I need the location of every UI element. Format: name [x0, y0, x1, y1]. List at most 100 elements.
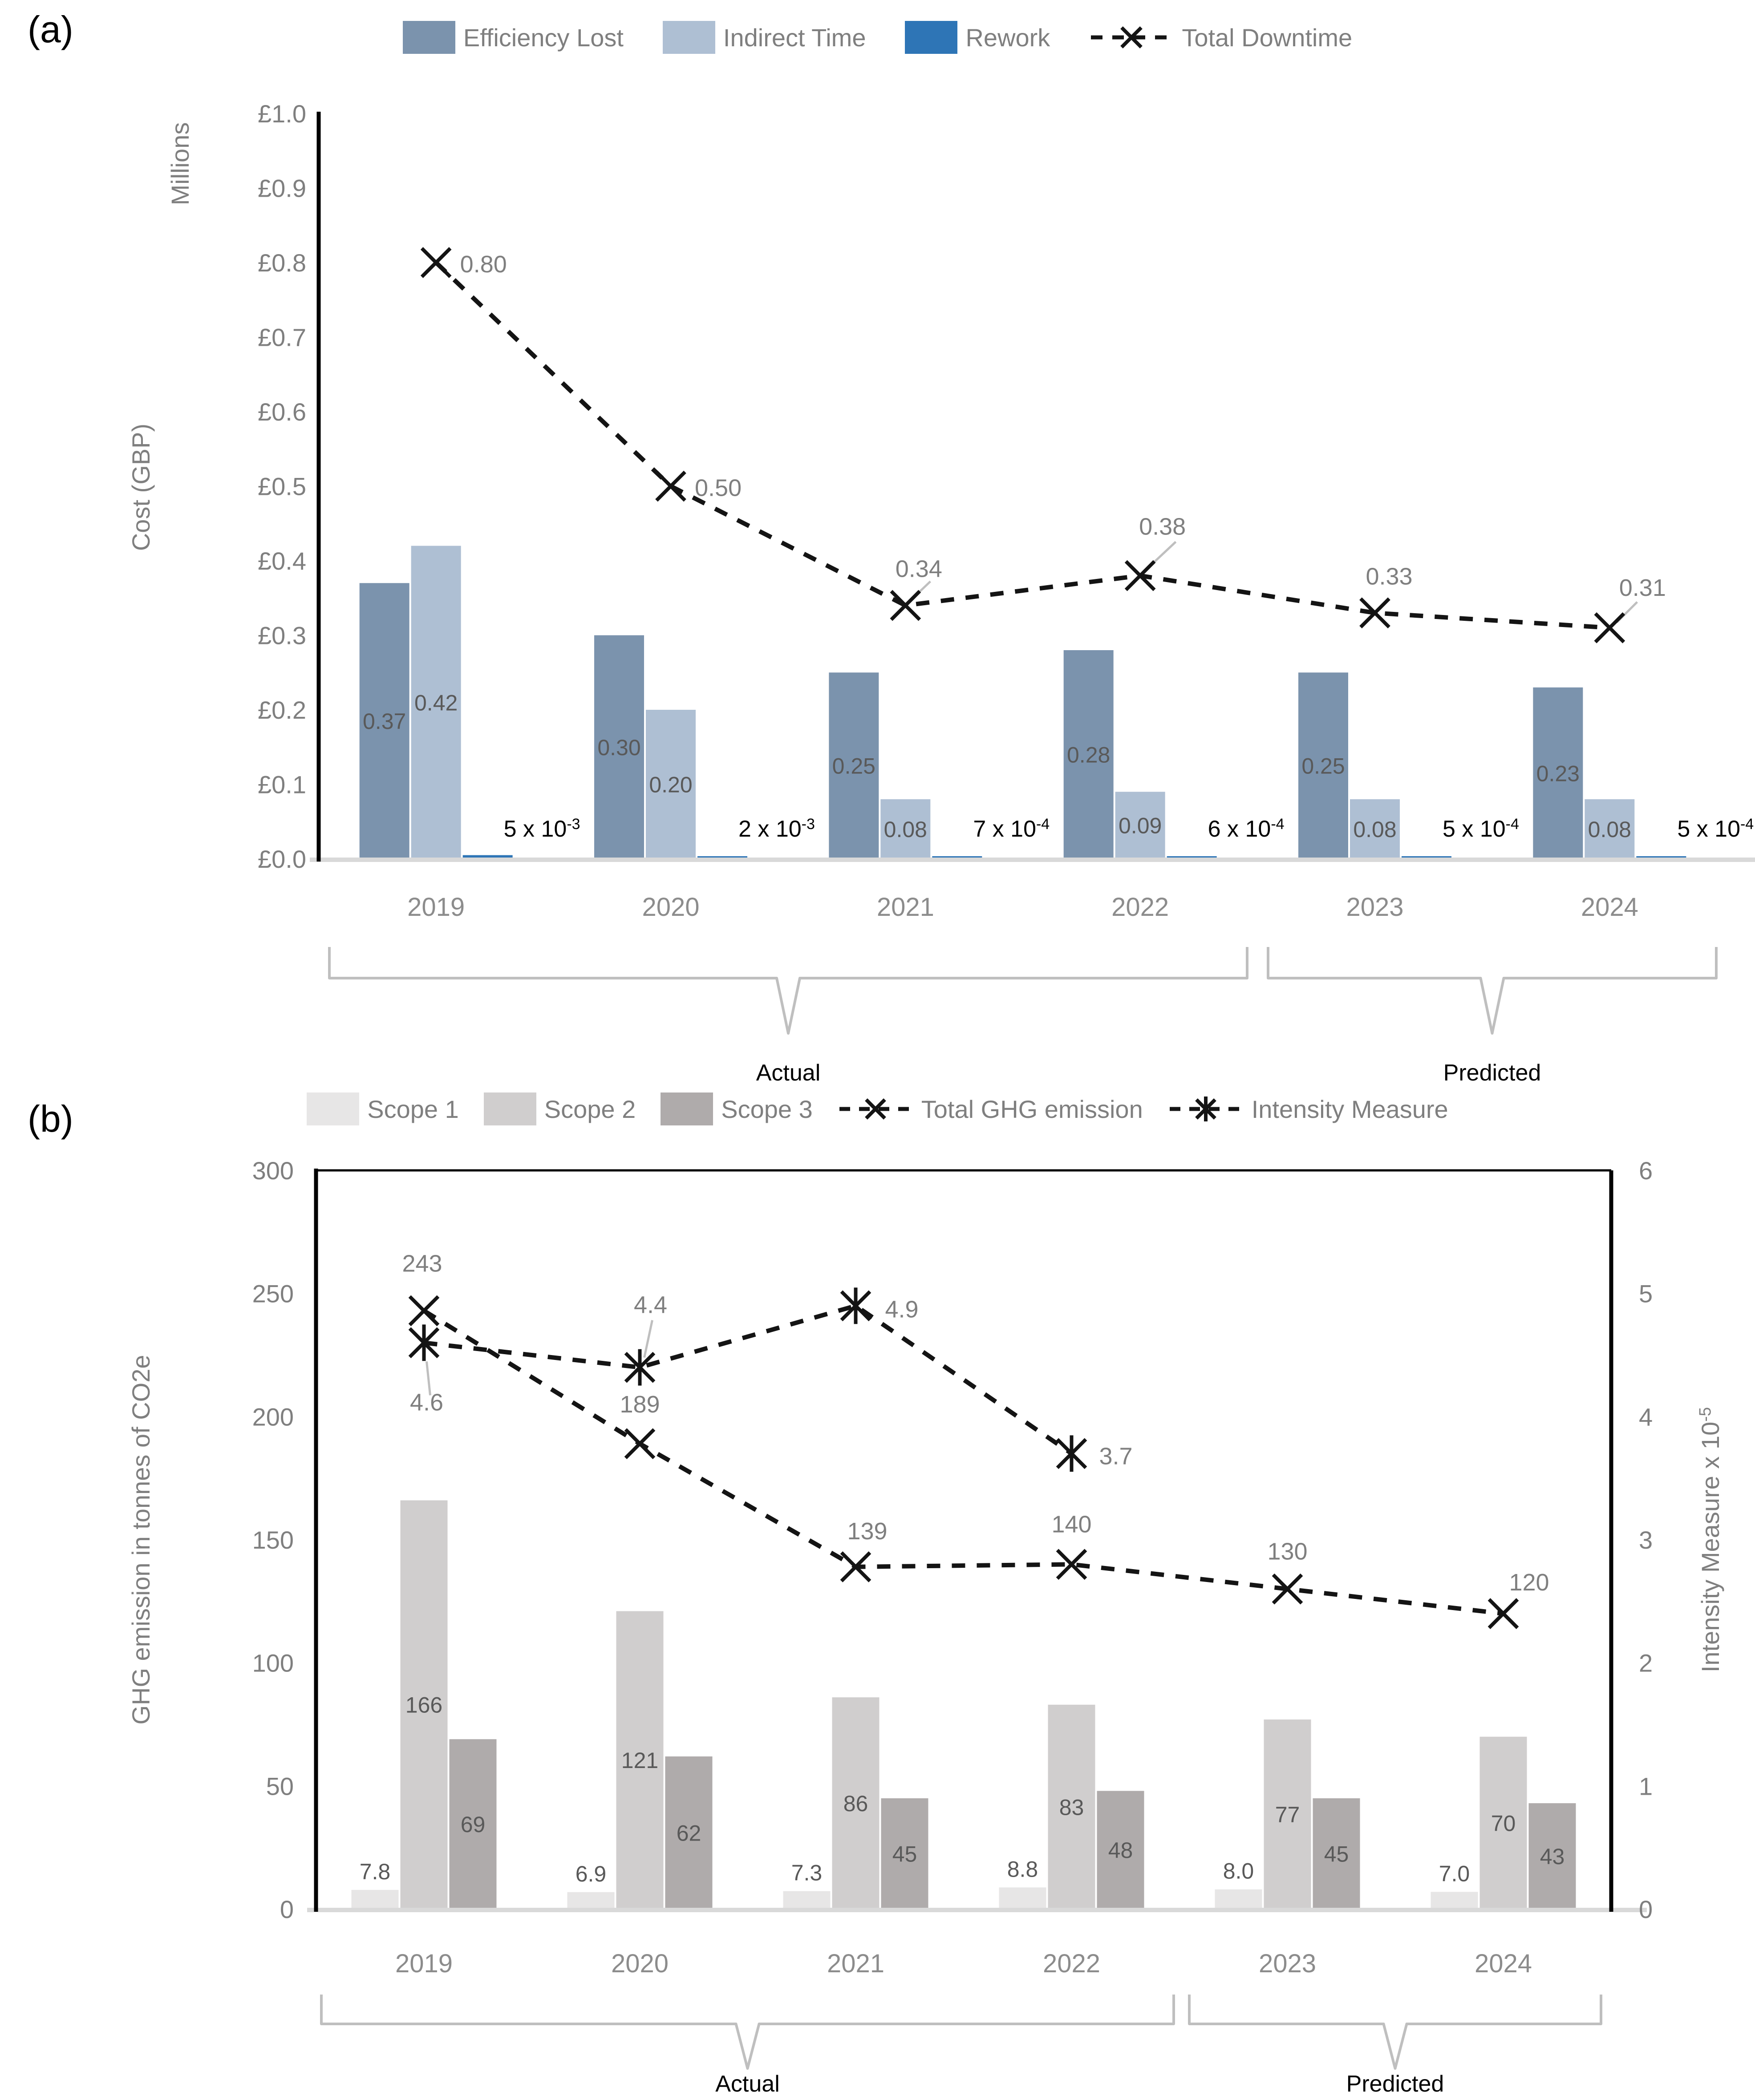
bar-data-label: 70 — [1491, 1811, 1516, 1836]
bar-efficiency-lost-2022 — [1063, 650, 1114, 859]
total-downtime-line-marker-icon — [1091, 26, 1172, 49]
bar-data-label: 0.08 — [884, 817, 927, 842]
group-annotation-actual-b-brace — [320, 1995, 1175, 2070]
y-tick-label: 250 — [252, 1280, 294, 1308]
y2-tick-label: 4 — [1639, 1403, 1653, 1431]
bar-scope-2-2019 — [400, 1500, 448, 1909]
y-tick-label: £0.9 — [258, 174, 306, 202]
bar-indirect-time-2019 — [411, 546, 461, 859]
bar-data-label: 0.08 — [1353, 817, 1396, 842]
bar-scope-1-2019 — [351, 1890, 399, 1909]
bar-scope-2-2022 — [1048, 1704, 1095, 1909]
y-tick-label: £0.2 — [258, 696, 306, 724]
y2-tick-label: 6 — [1639, 1157, 1653, 1185]
y-tick-label: £0.4 — [258, 547, 306, 575]
line-data-label: 0.38 — [1139, 514, 1186, 540]
marker-x — [1594, 612, 1625, 643]
bar-scope-3-2019 — [449, 1739, 497, 1909]
y2-tick-label: 1 — [1639, 1772, 1653, 1800]
bar-data-label: 6.9 — [576, 1861, 607, 1886]
marker-x — [840, 1551, 871, 1582]
bar-data-label-scientific: 7 x 10-4 — [973, 816, 1050, 842]
legend-label-total-ghg-emission: Total GHG emission — [921, 1095, 1143, 1123]
bar-scope-2-2023 — [1264, 1719, 1311, 1909]
bar-data-label: 8.8 — [1007, 1857, 1038, 1882]
y-tick-label: 100 — [252, 1649, 294, 1677]
line-intensity-measure — [423, 1303, 1073, 1456]
line-data-label: 140 — [1051, 1511, 1091, 1538]
y-tick-label: £0.1 — [258, 771, 306, 799]
line-data-label: 4.4 — [634, 1292, 667, 1319]
indirect-time-swatch — [662, 21, 715, 54]
legend-label-efficiency-lost: Efficiency Lost — [463, 23, 624, 52]
y-tick-label: 300 — [252, 1157, 294, 1185]
bar-data-label-scientific: 2 x 10-3 — [738, 816, 815, 842]
marker-x — [1272, 1573, 1303, 1605]
bar-data-label-scientific: 6 x 10-4 — [1208, 816, 1285, 842]
legend-label-scope-2: Scope 2 — [544, 1095, 636, 1123]
legend-item-scope-2: Scope 2 — [483, 1092, 636, 1125]
x-category-label: 2019 — [407, 893, 465, 922]
bar-scope-3-2021 — [881, 1798, 928, 1909]
bar-scope-1-2022 — [999, 1887, 1046, 1909]
y2-axis-title-b: Intensity Measure x 10-5 — [1696, 1407, 1724, 1672]
line-total-downtime — [434, 261, 1610, 630]
legend-item-intensity-measure: Intensity Measure — [1168, 1091, 1448, 1127]
legend-label-rework: Rework — [965, 23, 1050, 52]
line-data-label: 139 — [847, 1518, 887, 1545]
bar-scope-3-2020 — [665, 1756, 713, 1909]
y-tick-label: £1.0 — [258, 100, 306, 128]
group-annotation-predicted-b-label: Predicted — [1346, 2071, 1444, 2097]
x-category-label: 2021 — [877, 893, 934, 922]
y-tick-label: £0.6 — [258, 398, 306, 426]
bar-efficiency-lost-2019 — [359, 583, 409, 859]
bar-data-label: 69 — [461, 1812, 486, 1837]
legend-a: Efficiency Lost Indirect Time Rework Tot… — [0, 20, 1755, 55]
x-category-label: 2024 — [1581, 893, 1638, 922]
bar-data-label: 0.20 — [649, 773, 692, 797]
scope-3-swatch — [661, 1092, 713, 1125]
marker-x — [655, 470, 686, 502]
x-category-label: 2023 — [1259, 1949, 1316, 1978]
y-axis-units-label: Millions — [166, 122, 194, 206]
line-data-label: 120 — [1509, 1569, 1549, 1596]
total-ghg-line-marker-icon — [839, 1098, 912, 1120]
bar-data-label: 8.0 — [1223, 1859, 1254, 1884]
y2-tick-label: 5 — [1639, 1280, 1653, 1308]
legend-item-total-downtime: Total Downtime — [1089, 20, 1352, 55]
x-category-label: 2020 — [611, 1949, 669, 1978]
bar-indirect-time-2021 — [880, 799, 931, 859]
bar-data-label: 0.28 — [1067, 743, 1110, 768]
bar-data-label: 77 — [1275, 1802, 1300, 1827]
bar-data-label: 83 — [1059, 1795, 1084, 1820]
x-category-label: 2021 — [827, 1949, 884, 1978]
marker-x — [420, 247, 452, 278]
bar-scope-2-2021 — [832, 1697, 880, 1909]
bar-efficiency-lost-2024 — [1533, 687, 1583, 859]
y2-tick-label: 2 — [1639, 1649, 1653, 1677]
bar-data-label-scientific: 5 x 10-4 — [1677, 816, 1754, 842]
marker-x — [1487, 1598, 1519, 1629]
legend-label-total-downtime: Total Downtime — [1182, 23, 1353, 52]
line-total-ghg-emission — [422, 1309, 1504, 1616]
y2-tick-label: 0 — [1639, 1895, 1653, 1923]
legend-label-scope-3: Scope 3 — [721, 1095, 813, 1123]
y-tick-label: £0.0 — [258, 845, 306, 873]
legend-item-scope-1: Scope 1 — [307, 1092, 459, 1125]
bar-data-label: 7.8 — [360, 1859, 391, 1884]
bar-data-label: 43 — [1540, 1844, 1565, 1869]
bar-indirect-time-2024 — [1585, 799, 1635, 859]
bar-scope-3-2022 — [1097, 1791, 1144, 1909]
bar-efficiency-lost-2021 — [829, 672, 879, 859]
x-category-label: 2022 — [1111, 893, 1169, 922]
scope-1-swatch — [307, 1092, 360, 1125]
x-category-label: 2023 — [1346, 893, 1403, 922]
bar-data-label: 166 — [405, 1693, 442, 1718]
line-data-label: 4.6 — [410, 1389, 443, 1416]
group-annotation-actual-b-label: Actual — [715, 2071, 780, 2097]
intensity-measure-line-marker-icon — [1169, 1097, 1242, 1121]
bar-data-label: 0.37 — [363, 709, 406, 734]
legend-item-scope-3: Scope 3 — [661, 1092, 813, 1125]
label-leader-line — [643, 1320, 653, 1358]
x-category-label: 2022 — [1043, 1949, 1100, 1978]
